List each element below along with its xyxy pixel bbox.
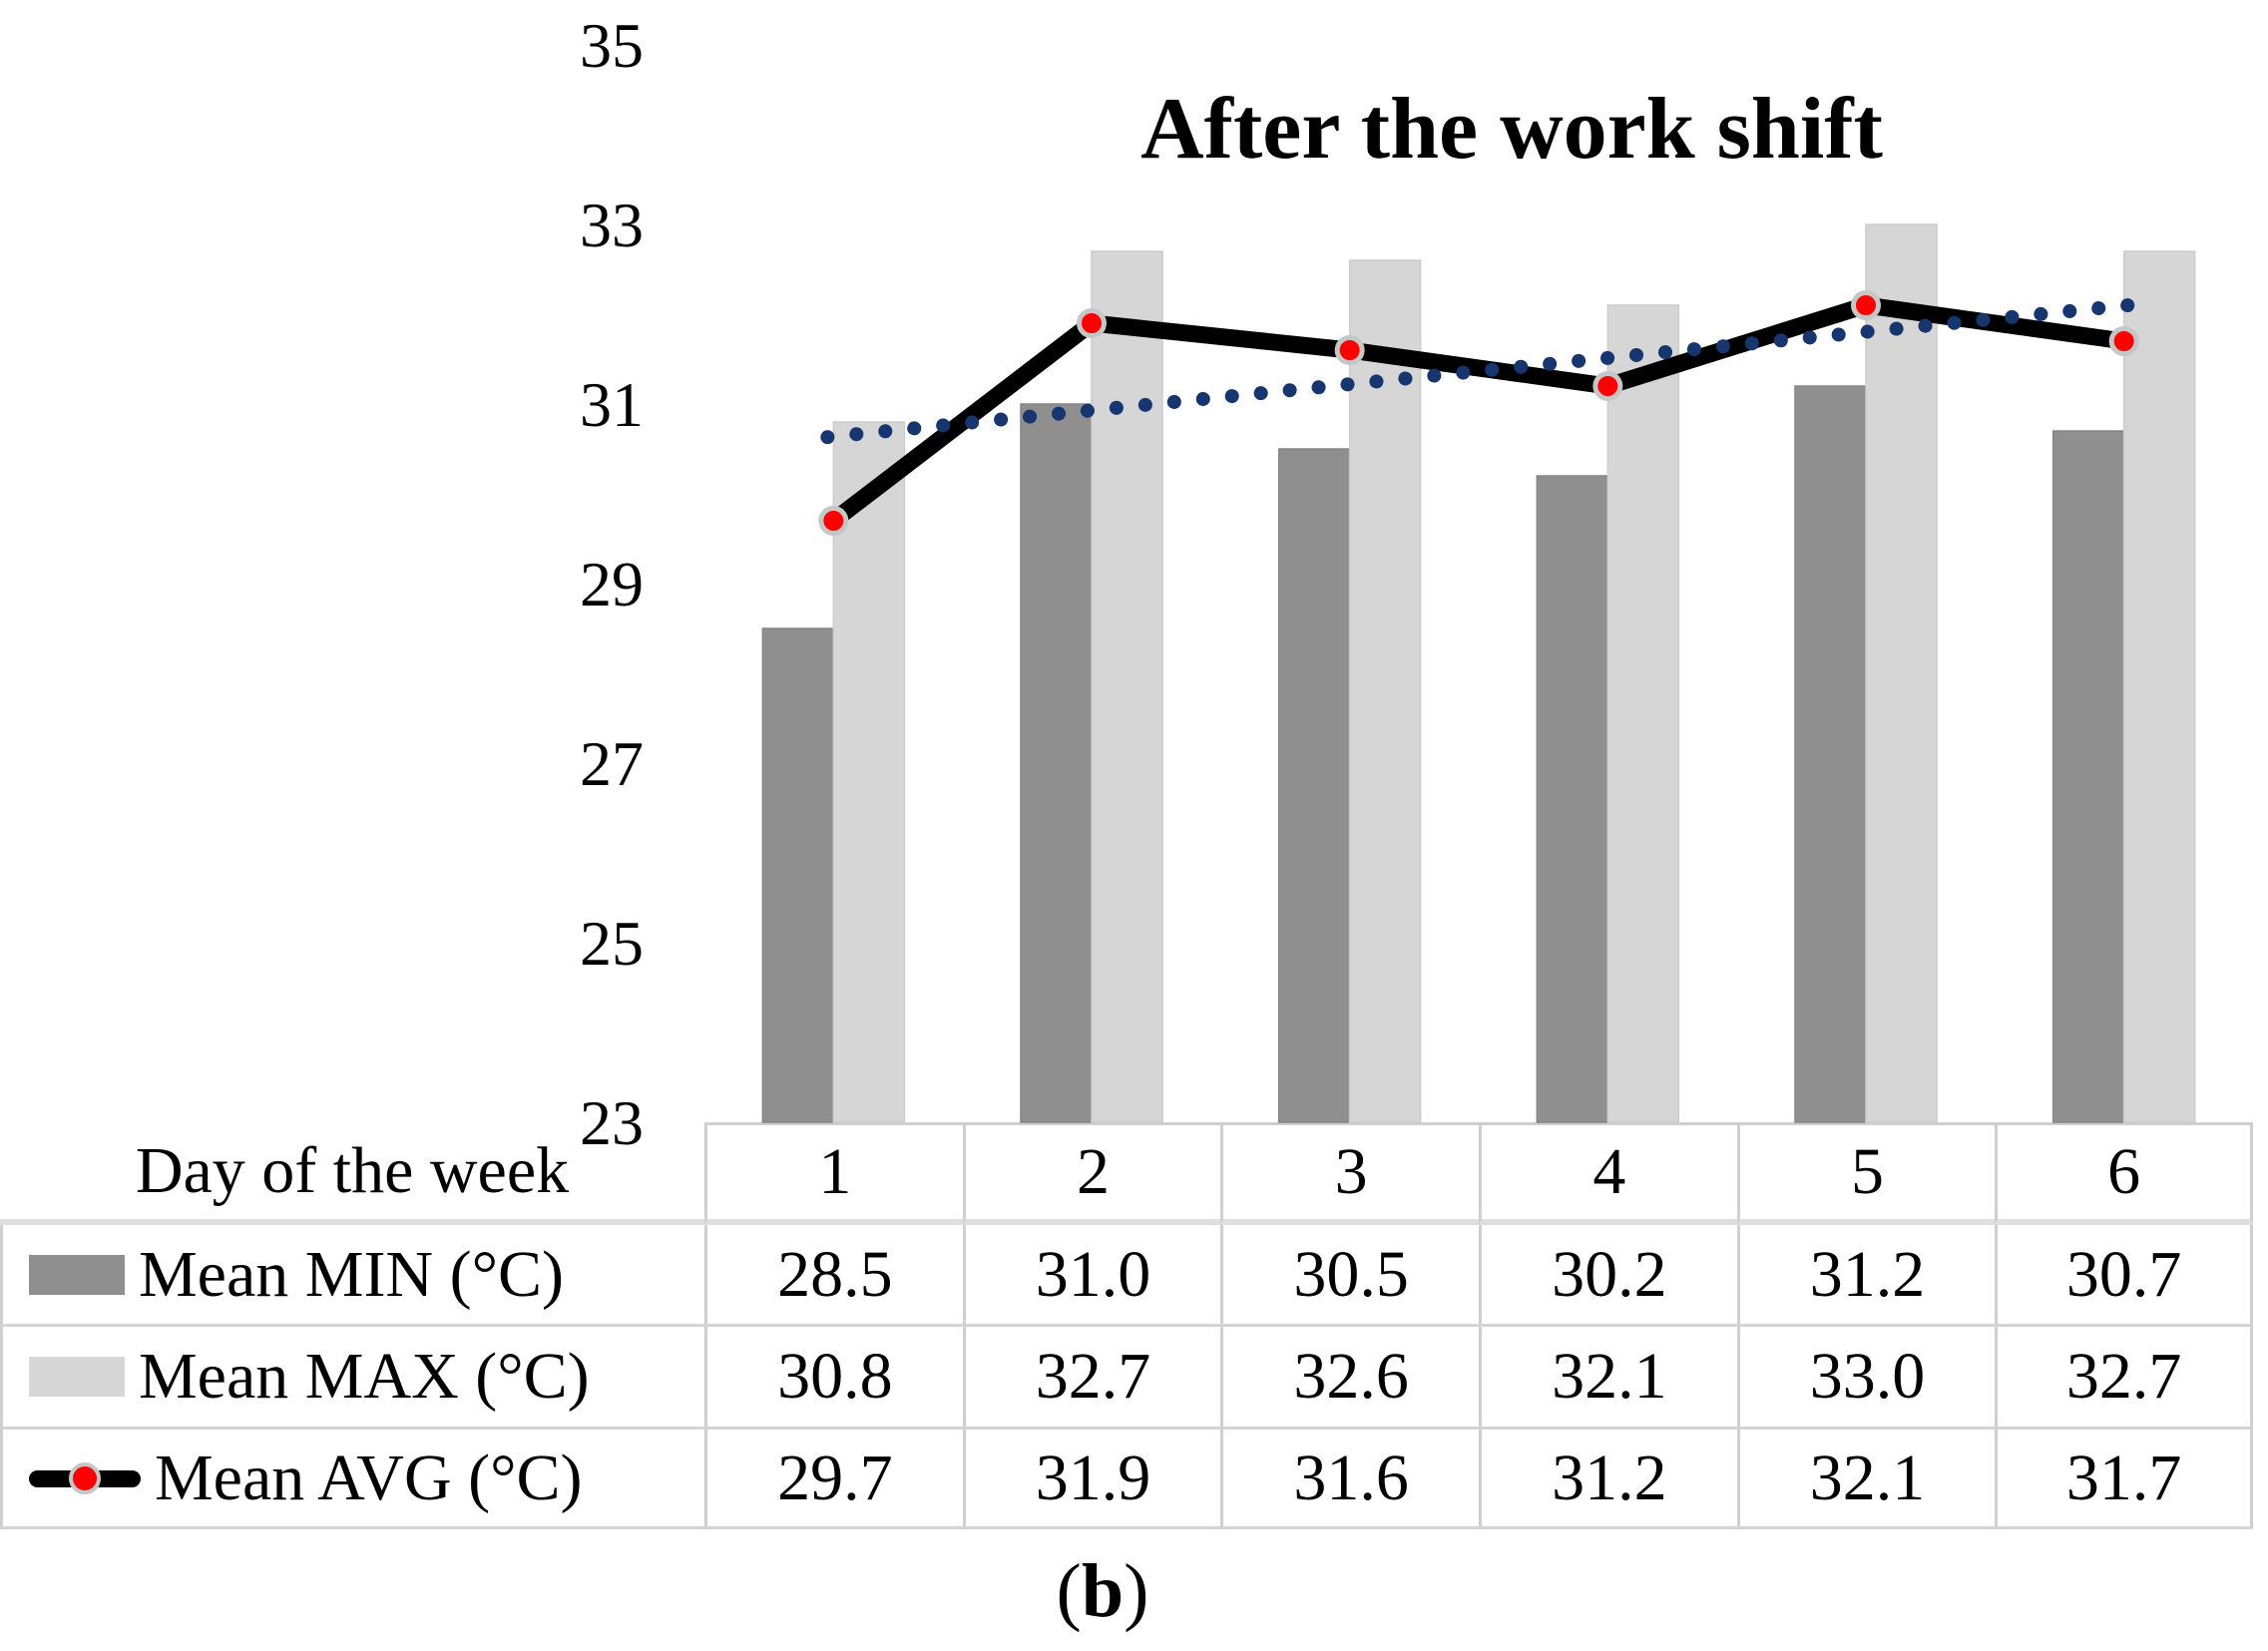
y-tick-label: 33 <box>580 190 644 260</box>
legend-min-label: Mean MIN (°C) <box>139 1237 564 1311</box>
min-series-swatch-icon <box>29 1254 125 1295</box>
max-bar <box>1606 304 1680 1123</box>
y-tick-label: 27 <box>580 728 644 799</box>
y-tick-label: 35 <box>580 10 644 81</box>
day-header-cell: 3 <box>1220 1122 1479 1225</box>
avg-marker <box>1592 371 1623 401</box>
max-bar <box>1348 259 1422 1123</box>
avg-line-series <box>824 296 2133 530</box>
x-axis-title-label: Day of the week <box>135 1133 570 1207</box>
value-cell: 32.1 <box>1736 1430 1996 1529</box>
avg-markers <box>818 290 2139 536</box>
value-cell: 30.8 <box>704 1327 963 1430</box>
x-axis-title: Day of the week <box>0 1122 704 1225</box>
max-series-swatch-icon <box>29 1357 125 1397</box>
caption-close-paren: ) <box>1124 1549 1149 1633</box>
max-bar <box>832 421 906 1123</box>
min-bar <box>1794 385 1867 1123</box>
legend-avg-label: Mean AVG (°C) <box>155 1441 583 1514</box>
value-cell: 29.7 <box>704 1430 963 1529</box>
day-header-cell: 1 <box>704 1122 963 1225</box>
chart-title: After the work shift <box>1140 81 1883 178</box>
min-bar <box>1536 475 1609 1123</box>
value-cell: 31.7 <box>1995 1430 2253 1529</box>
trendline <box>820 297 2137 445</box>
max-bar <box>2122 250 2196 1123</box>
bar-series <box>761 223 2196 1123</box>
y-tick-label: 29 <box>580 549 644 619</box>
value-cell: 31.9 <box>962 1430 1221 1529</box>
legend-row-max: Mean MAX (°C) <box>0 1327 704 1430</box>
value-cell: 30.5 <box>1220 1225 1479 1327</box>
value-cell: 31.6 <box>1220 1430 1479 1529</box>
value-cell: 30.7 <box>1995 1225 2253 1327</box>
caption-open-paren: ( <box>1056 1549 1082 1633</box>
value-cell: 30.2 <box>1478 1225 1737 1327</box>
avg-marker <box>1334 335 1365 365</box>
day-header-cell: 5 <box>1736 1122 1996 1225</box>
day-header-cell: 4 <box>1478 1122 1737 1225</box>
avg-marker <box>2108 326 2139 356</box>
avg-marker <box>1077 308 1107 338</box>
figure-caption: (b) <box>0 1548 2205 1635</box>
trend-dotted-line <box>820 297 2137 445</box>
value-cell: 32.7 <box>1995 1327 2253 1430</box>
value-cell: 32.6 <box>1220 1327 1479 1430</box>
avg-marker <box>818 506 849 536</box>
value-cell: 32.7 <box>962 1327 1221 1430</box>
max-bar <box>1091 250 1163 1123</box>
y-tick-label: 25 <box>580 908 644 979</box>
min-bar <box>2051 430 2125 1123</box>
value-cell: 33.0 <box>1736 1327 1996 1430</box>
avg-series-line-marker-icon <box>29 1460 141 1496</box>
legend-max-label: Mean MAX (°C) <box>139 1340 590 1413</box>
max-bar <box>1865 223 1938 1123</box>
data-table: Day of the week Mean MIN (°C) Mean MAX (… <box>0 1122 2253 1529</box>
value-cell: 32.1 <box>1478 1327 1737 1430</box>
value-cell: 28.5 <box>704 1225 963 1327</box>
legend-row-avg: Mean AVG (°C) <box>0 1430 704 1529</box>
legend-row-min: Mean MIN (°C) <box>0 1225 704 1327</box>
day-header-cell: 6 <box>1995 1122 2253 1225</box>
day-header-cell: 2 <box>962 1122 1221 1225</box>
avg-line <box>824 296 2133 530</box>
value-cell: 31.2 <box>1736 1225 1996 1327</box>
caption-letter: b <box>1081 1549 1125 1633</box>
min-bar <box>761 627 835 1123</box>
value-cell: 31.2 <box>1478 1430 1737 1529</box>
min-bar <box>1277 448 1351 1123</box>
y-tick-label: 31 <box>580 369 644 440</box>
avg-marker <box>1851 290 1881 320</box>
value-cell: 31.0 <box>962 1225 1221 1327</box>
min-bar <box>1020 403 1093 1123</box>
